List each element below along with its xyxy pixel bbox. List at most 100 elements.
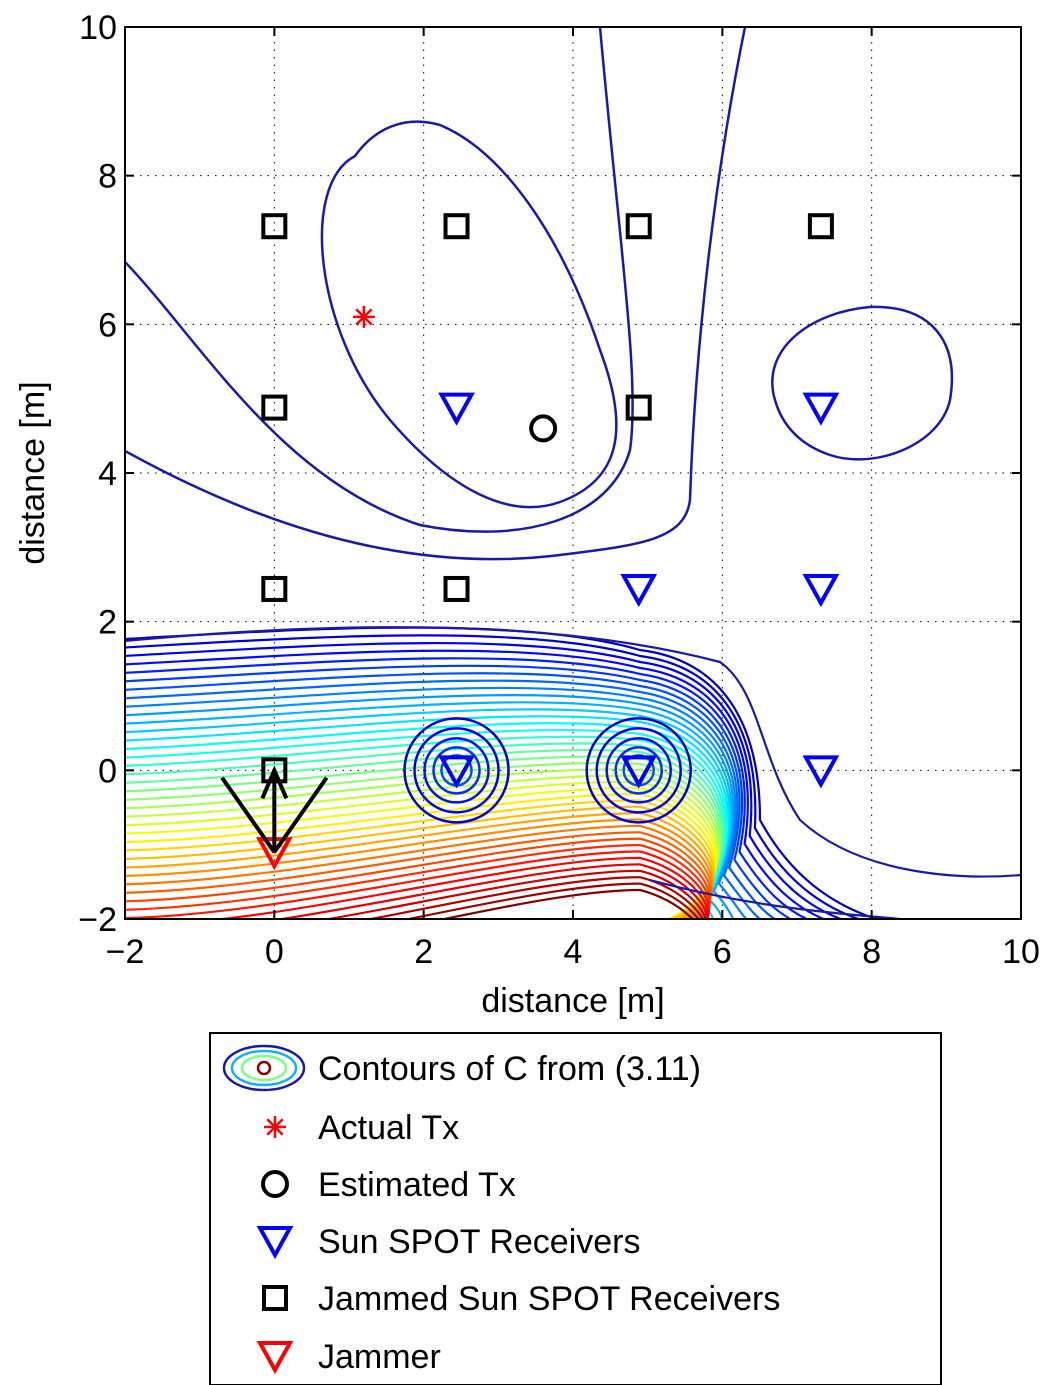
legend-marker: [256, 1341, 294, 1375]
receiver-ring: [432, 746, 481, 795]
contour-level: [125, 792, 717, 919]
arrow-shaft: [220, 776, 276, 854]
legend-entry-label: Actual Tx: [318, 1109, 459, 1147]
y-tick-label: 0: [98, 752, 117, 790]
legend-marker: [261, 1170, 289, 1198]
contour-level: [125, 686, 748, 919]
x-tick-label: −2: [106, 933, 145, 971]
contour-level: [125, 761, 721, 919]
contour-level: [125, 748, 724, 919]
arrow-head: [260, 765, 289, 800]
jammed-receiver-marker: [443, 575, 470, 602]
asterisk-stroke: [355, 308, 373, 326]
contour-level: [125, 679, 762, 919]
receiver-marker: [438, 392, 475, 426]
upper-contours: [125, 27, 954, 561]
estimated-tx-marker: [529, 414, 558, 443]
y-tick-label: 8: [98, 158, 117, 196]
contour-outer-tail: [649, 878, 901, 919]
actual-tx-marker: [352, 305, 375, 328]
legend-entry-label: Estimated Tx: [318, 1166, 516, 1204]
legend: Contours of C from (3.11) Actual Tx Estima…: [209, 1032, 942, 1385]
legend-marker: [262, 1285, 288, 1311]
jammed-receiver-marker: [261, 575, 288, 602]
legend-entry-label: Jammer: [318, 1338, 441, 1376]
jammed-receiver-marker: [261, 394, 288, 421]
contour-level: [125, 694, 735, 919]
contour-band-outer: [125, 27, 747, 561]
legend-entry-label: Sun SPOT Receivers: [318, 1223, 641, 1261]
contour-level: [125, 811, 714, 919]
receiver-ring: [403, 717, 510, 824]
ticks: −2−2 0 0 2 2 4 4 6 6 8 8 10 10: [78, 9, 1040, 971]
contour-level: [125, 664, 793, 919]
jammed-receiver-marker: [625, 213, 652, 240]
receiver-marker: [620, 755, 658, 789]
legend-marker: [264, 1116, 286, 1138]
x-tick-label: 6: [713, 933, 732, 971]
contour-level: [323, 869, 707, 919]
contour-level: [125, 634, 862, 919]
legend-contour-swatch: [222, 1044, 306, 1092]
receiver-ring: [423, 737, 490, 804]
contour-level: [125, 805, 715, 919]
markers: [255, 213, 840, 871]
contour-level: [125, 641, 845, 919]
contour-level: [125, 672, 777, 919]
legend-box: [209, 1032, 942, 1385]
x-tick-label: 0: [265, 933, 284, 971]
contour-level: [275, 863, 709, 919]
contour-right-oval: [771, 305, 954, 461]
arrows: [220, 765, 329, 854]
x-tick-label: 10: [1002, 933, 1040, 971]
contour-level: [125, 728, 727, 919]
contour-level: [125, 715, 730, 919]
contour-level: [125, 780, 719, 919]
asterisk-stroke: [266, 1118, 284, 1136]
legend-contour-swatch: [240, 1054, 288, 1082]
contour-outer-tail: [125, 626, 1021, 878]
y-tick-label: −2: [78, 901, 117, 939]
receiver-marker: [620, 573, 658, 608]
contour-level: [125, 824, 713, 919]
y-tick-label: 4: [98, 455, 117, 493]
x-tick-label: 8: [862, 933, 881, 971]
y-axis-label: distance [m]: [14, 381, 52, 564]
contour-level: [125, 701, 733, 919]
contour-level: [125, 708, 731, 919]
y-tick-label: 2: [98, 604, 117, 642]
contour-level: [125, 649, 827, 919]
legend-entry-label: Jammed Sun SPOT Receivers: [318, 1280, 780, 1318]
contour-level: [125, 799, 716, 919]
contour-level: [125, 742, 725, 919]
x-axis-label: distance [m]: [481, 982, 664, 1020]
contour-level: [125, 831, 712, 919]
receiver-ring: [614, 746, 663, 795]
x-tick-label: 2: [414, 933, 433, 971]
contour-level: [365, 876, 704, 919]
contour-level: [125, 818, 714, 919]
y-tick-label: 6: [98, 306, 117, 344]
contour-level: [125, 774, 719, 919]
contour-large-oval: [320, 120, 618, 509]
jammed-receiver-marker: [625, 394, 652, 421]
receiver-ring: [605, 737, 672, 804]
contour-level: [125, 657, 810, 919]
contour-band-inner: [125, 27, 634, 533]
y-tick-label: 10: [79, 9, 117, 47]
lower-contours: [125, 626, 1021, 919]
contour-level: [125, 768, 720, 919]
jammed-receiver-marker: [807, 213, 834, 240]
receiver-ring: [595, 727, 682, 814]
legend-contour-swatch: [230, 1049, 298, 1087]
receiver-marker: [802, 573, 840, 608]
receiver-marker: [802, 392, 840, 426]
legend-marker: [256, 1226, 294, 1260]
receiver-marker: [802, 755, 840, 789]
receiver-ring: [585, 717, 692, 824]
legend-entry-label: Contours of C from (3.11): [318, 1050, 701, 1088]
contour-level: [125, 722, 729, 919]
contour-level: [125, 755, 722, 919]
receiver-marker: [438, 755, 475, 789]
